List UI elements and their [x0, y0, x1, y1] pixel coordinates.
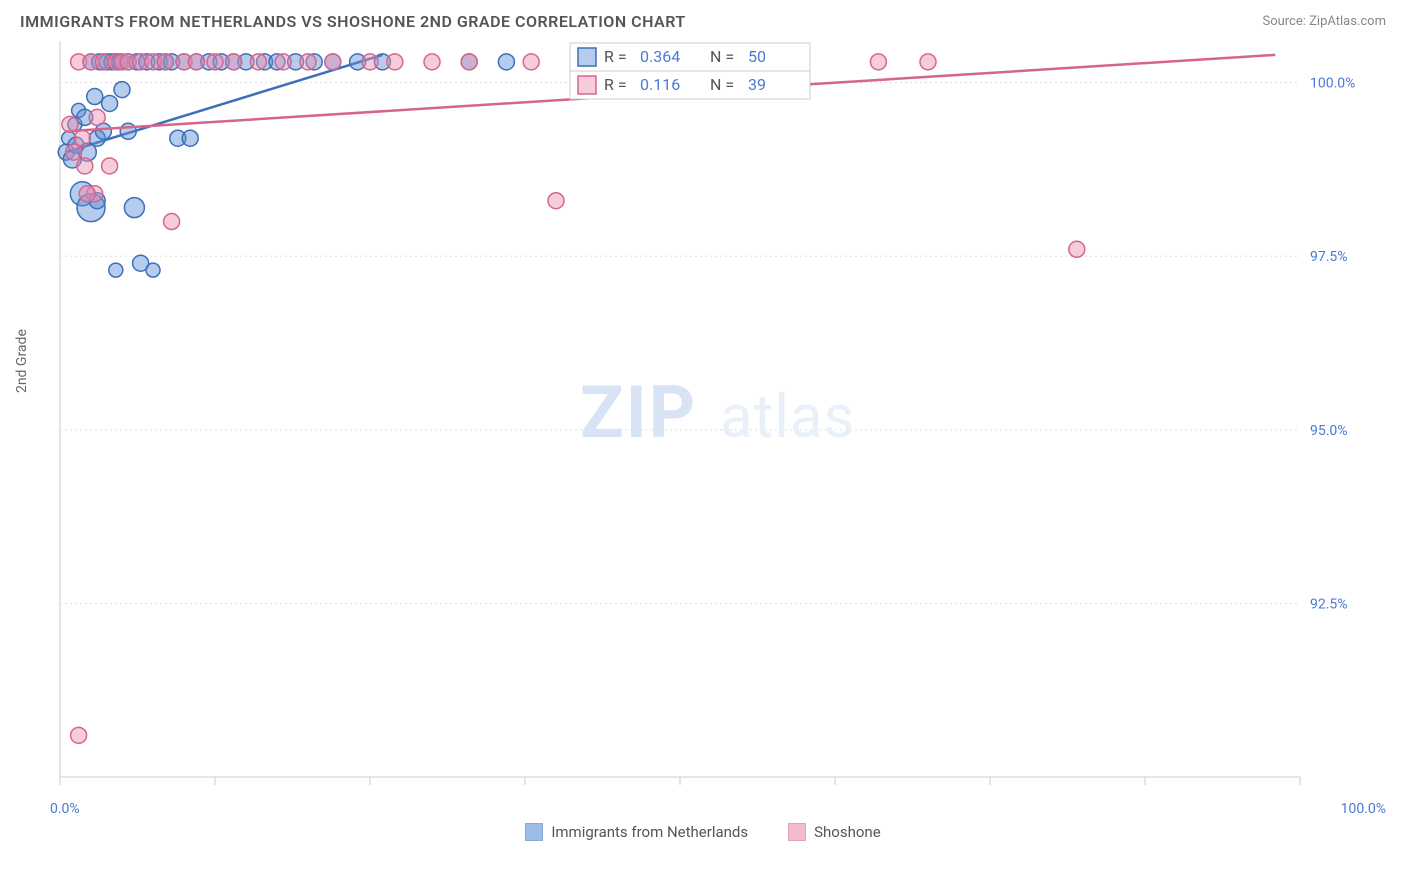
- point-netherlands: [87, 89, 103, 105]
- source-attribution: Source: ZipAtlas.com: [1262, 14, 1386, 29]
- corr-r-netherlands: 0.364: [640, 47, 680, 66]
- point-shoshone: [66, 144, 82, 160]
- point-shoshone: [362, 54, 378, 70]
- chart-header: IMMIGRANTS FROM NETHERLANDS VS SHOSHONE …: [0, 0, 1406, 37]
- point-netherlands: [102, 95, 118, 111]
- corr-swatch-shoshone: [578, 76, 596, 94]
- point-netherlands: [114, 82, 130, 98]
- corr-n-shoshone: 39: [748, 75, 766, 94]
- point-shoshone: [207, 54, 223, 70]
- point-netherlands: [146, 263, 160, 277]
- point-shoshone: [523, 54, 539, 70]
- point-shoshone: [74, 130, 90, 146]
- y-tick-label: 100.0%: [1310, 76, 1355, 92]
- legend-item-netherlands: Immigrants from Netherlands: [525, 823, 748, 841]
- point-netherlands: [120, 123, 136, 139]
- point-shoshone: [188, 54, 204, 70]
- point-shoshone: [62, 116, 78, 132]
- corr-n-label: N =: [710, 75, 734, 94]
- point-shoshone: [275, 54, 291, 70]
- point-shoshone: [424, 54, 440, 70]
- x-max-label: 100.0%: [1341, 801, 1386, 817]
- point-shoshone: [870, 54, 886, 70]
- point-shoshone: [77, 158, 93, 174]
- y-tick-label: 95.0%: [1310, 423, 1348, 439]
- corr-swatch-netherlands: [578, 48, 596, 66]
- y-tick-label: 97.5%: [1310, 249, 1348, 265]
- point-netherlands: [109, 263, 123, 277]
- point-shoshone: [250, 54, 266, 70]
- x-axis-range: 0.0% 100.0%: [50, 801, 1386, 817]
- point-shoshone: [325, 54, 341, 70]
- corr-n-label: N =: [710, 47, 734, 66]
- point-shoshone: [71, 727, 87, 743]
- chart-area: 2nd Grade 92.5%95.0%97.5%100.0%ZIPatlasR…: [50, 37, 1386, 797]
- corr-r-label: R =: [604, 47, 627, 66]
- corr-r-label: R =: [604, 75, 627, 94]
- point-shoshone: [89, 109, 105, 125]
- legend-swatch-netherlands: [525, 823, 543, 841]
- corr-r-shoshone: 0.116: [640, 75, 680, 94]
- point-netherlands: [498, 54, 514, 70]
- legend-swatch-shoshone: [788, 823, 806, 841]
- point-shoshone: [164, 214, 180, 230]
- legend-label-shoshone: Shoshone: [814, 823, 881, 841]
- chart-title: IMMIGRANTS FROM NETHERLANDS VS SHOSHONE …: [20, 12, 686, 31]
- watermark-bold: ZIP: [580, 370, 697, 455]
- legend-label-netherlands: Immigrants from Netherlands: [551, 823, 748, 841]
- point-shoshone: [300, 54, 316, 70]
- point-shoshone: [79, 186, 95, 202]
- corr-n-netherlands: 50: [748, 47, 766, 66]
- watermark-light: atlas: [720, 381, 855, 452]
- point-shoshone: [157, 54, 173, 70]
- point-shoshone: [548, 193, 564, 209]
- point-shoshone: [461, 54, 477, 70]
- point-shoshone: [1069, 241, 1085, 257]
- point-netherlands: [182, 130, 198, 146]
- y-tick-label: 92.5%: [1310, 596, 1348, 612]
- point-shoshone: [226, 54, 242, 70]
- x-min-label: 0.0%: [50, 801, 80, 817]
- legend-item-shoshone: Shoshone: [788, 823, 881, 841]
- bottom-legend: Immigrants from Netherlands Shoshone: [0, 823, 1406, 841]
- point-netherlands: [124, 198, 144, 218]
- scatter-chart: 92.5% 95.0% 97.5% 100.0% ZIP atlas R = 0.364 N =…: [50, 37, 1370, 797]
- point-shoshone: [387, 54, 403, 70]
- point-shoshone: [920, 54, 936, 70]
- point-shoshone: [102, 158, 118, 174]
- y-axis-label: 2nd Grade: [14, 329, 30, 393]
